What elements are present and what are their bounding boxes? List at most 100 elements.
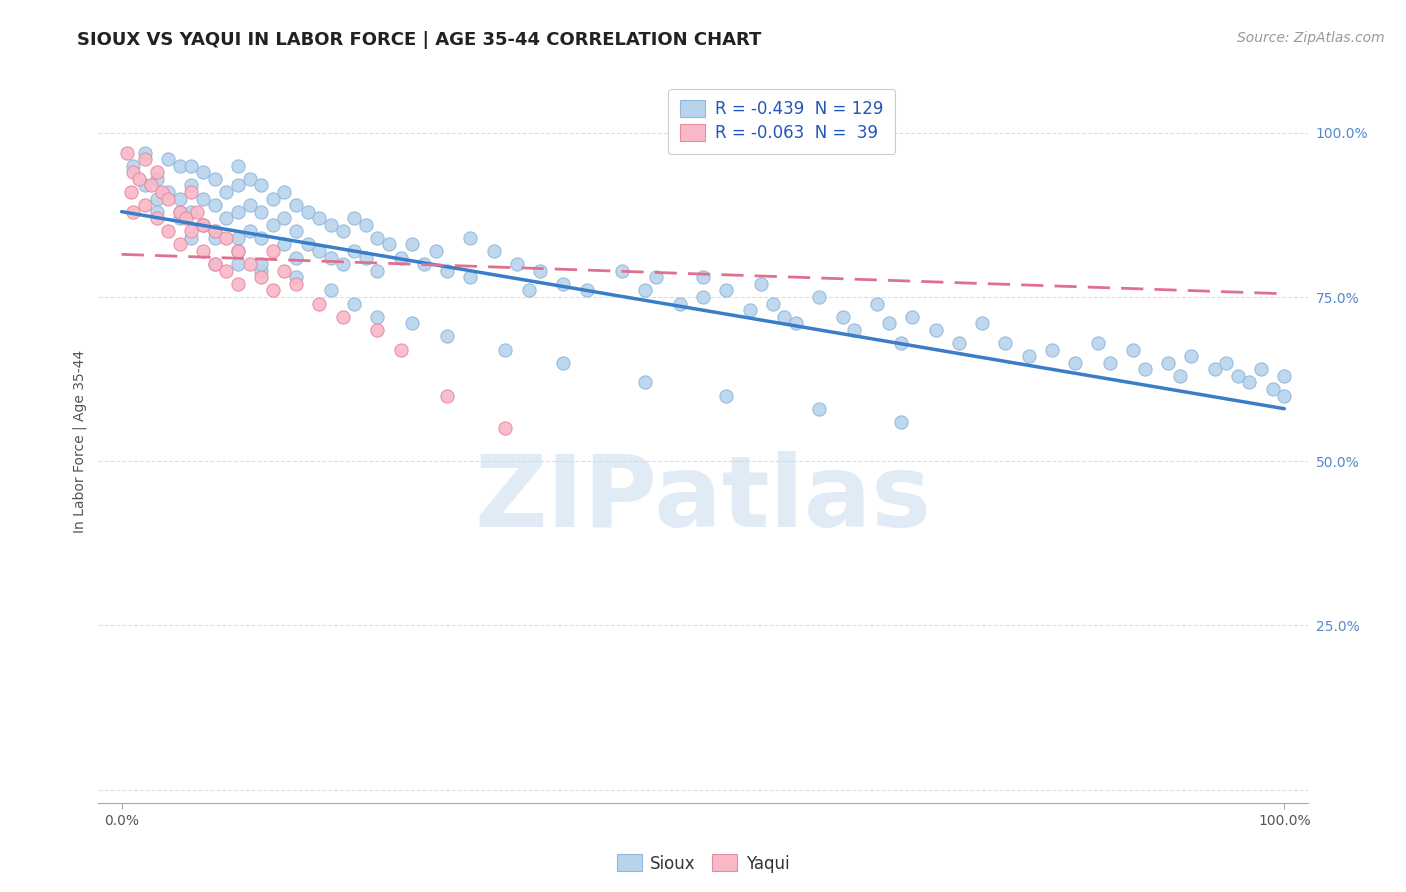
Point — [120, 185, 142, 199]
Text: ZIPatlas: ZIPatlas — [475, 450, 931, 548]
Point — [215, 185, 238, 199]
Point — [749, 277, 772, 291]
Point — [180, 159, 202, 173]
Point — [1204, 362, 1226, 376]
Point — [204, 224, 226, 238]
Point — [191, 165, 214, 179]
Point — [890, 336, 912, 351]
Point — [204, 231, 226, 245]
Point — [994, 336, 1017, 351]
Legend: R = -0.439  N = 129, R = -0.063  N =  39: R = -0.439 N = 129, R = -0.063 N = 39 — [668, 88, 896, 154]
Point — [239, 198, 262, 212]
Point — [308, 211, 330, 226]
Point — [948, 336, 970, 351]
Point — [877, 316, 900, 330]
Point — [157, 152, 180, 166]
Point — [139, 178, 162, 193]
Point — [1239, 376, 1261, 390]
Point — [128, 171, 150, 186]
Point — [319, 218, 342, 232]
Point — [401, 316, 423, 330]
Point — [645, 270, 668, 285]
Point — [239, 257, 262, 271]
Point — [157, 224, 180, 238]
Point — [273, 185, 295, 199]
Point — [145, 192, 167, 206]
Point — [1064, 356, 1087, 370]
Point — [122, 165, 145, 179]
Point — [354, 251, 377, 265]
Point — [738, 303, 761, 318]
Point — [844, 323, 866, 337]
Point — [762, 296, 785, 310]
Text: SIOUX VS YAQUI IN LABOR FORCE | AGE 35-44 CORRELATION CHART: SIOUX VS YAQUI IN LABOR FORCE | AGE 35-4… — [77, 31, 762, 49]
Point — [285, 251, 308, 265]
Point — [191, 244, 214, 258]
Point — [389, 251, 412, 265]
Point — [1226, 368, 1249, 383]
Point — [1272, 368, 1295, 383]
Legend: Sioux, Yaqui: Sioux, Yaqui — [610, 847, 796, 880]
Point — [482, 244, 505, 258]
Point — [226, 178, 249, 193]
Point — [436, 264, 458, 278]
Point — [273, 237, 295, 252]
Point — [460, 231, 482, 245]
Point — [529, 264, 551, 278]
Point — [1133, 362, 1156, 376]
Point — [389, 343, 412, 357]
Point — [692, 290, 714, 304]
Point — [204, 257, 226, 271]
Point — [1272, 388, 1295, 402]
Point — [226, 277, 249, 291]
Point — [250, 264, 273, 278]
Point — [169, 237, 191, 252]
Point — [785, 316, 807, 330]
Point — [145, 171, 167, 186]
Point — [575, 284, 598, 298]
Point — [308, 244, 330, 258]
Point — [215, 264, 238, 278]
Point — [1122, 343, 1144, 357]
Point — [460, 270, 482, 285]
Point — [262, 218, 284, 232]
Point — [1018, 349, 1040, 363]
Point — [250, 204, 273, 219]
Point — [273, 264, 295, 278]
Point — [145, 204, 167, 219]
Point — [215, 211, 238, 226]
Point — [169, 192, 191, 206]
Point — [180, 224, 202, 238]
Point — [808, 401, 831, 416]
Point — [1087, 336, 1109, 351]
Point — [250, 270, 273, 285]
Point — [517, 284, 540, 298]
Point — [239, 224, 262, 238]
Point — [169, 159, 191, 173]
Point — [117, 145, 139, 160]
Point — [285, 277, 308, 291]
Point — [226, 257, 249, 271]
Y-axis label: In Labor Force | Age 35-44: In Labor Force | Age 35-44 — [73, 350, 87, 533]
Point — [122, 159, 145, 173]
Point — [366, 264, 388, 278]
Point — [866, 296, 889, 310]
Point — [169, 204, 191, 219]
Point — [145, 211, 167, 226]
Point — [169, 211, 191, 226]
Point — [343, 244, 366, 258]
Point — [436, 388, 458, 402]
Point — [250, 178, 273, 193]
Point — [226, 244, 249, 258]
Point — [1040, 343, 1063, 357]
Point — [1180, 349, 1202, 363]
Point — [169, 204, 191, 219]
Point — [204, 224, 226, 238]
Point — [319, 284, 342, 298]
Point — [157, 185, 180, 199]
Point — [215, 231, 238, 245]
Point — [239, 171, 262, 186]
Point — [553, 356, 575, 370]
Point — [1157, 356, 1180, 370]
Point — [506, 257, 529, 271]
